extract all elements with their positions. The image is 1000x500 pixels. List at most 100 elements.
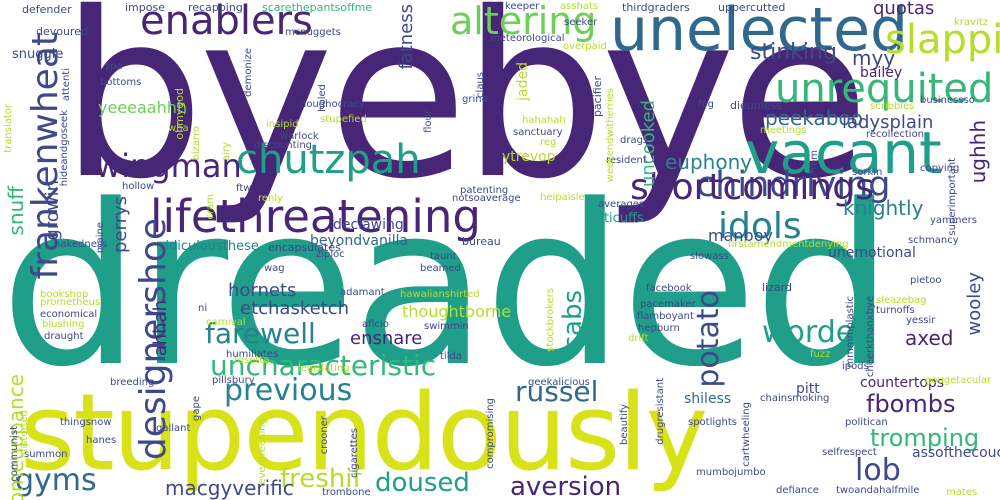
word-tilda: tilda	[440, 351, 462, 362]
word-meetings: meetings	[760, 125, 807, 136]
word-breeding: breeding	[110, 377, 155, 388]
word-crooner: crooner	[319, 416, 330, 455]
word-spotlights: spotlights	[688, 417, 737, 428]
word-ridiculousthese: snuff	[4, 186, 28, 236]
word-chindriving: chutzpah	[236, 137, 421, 183]
word-bureau: perrys	[110, 196, 131, 254]
word-defiance: defiance	[776, 485, 819, 496]
word-uppercutted: uppercutted	[718, 1, 786, 14]
word-wag: wag	[264, 263, 285, 274]
word-cigarettes: cigarettes	[349, 428, 360, 478]
word-gape: gape	[191, 396, 202, 421]
word-meteorological: meteorological	[490, 33, 565, 44]
word-taunt: taunt	[430, 251, 457, 262]
word-growin: assofthecouch	[912, 445, 1000, 461]
word-hawaiianshirted: hawaiianshirted	[400, 289, 480, 300]
word-uncharacteristic: previous	[224, 373, 353, 408]
word-cabs: bailey	[860, 65, 903, 81]
word-dreaded: dreaded	[0, 158, 894, 416]
word-flour: flour	[423, 110, 434, 133]
word-sleazebag: sleazebag	[876, 295, 927, 306]
word-pacifier: pacifier	[591, 76, 604, 118]
word-assofthecouch: ughhh	[966, 120, 990, 184]
word-facebook: facebook	[646, 283, 692, 294]
word-firstamendmentdenying: firstamendmentdenying	[728, 239, 849, 250]
word-thingsnow: thingsnow	[60, 417, 112, 428]
word-airy: airy	[221, 142, 232, 161]
word-grind: grind	[462, 94, 488, 105]
word-manboy: hornets	[228, 280, 297, 301]
word-politican: politican	[845, 417, 888, 428]
word-discounting: discounting	[254, 140, 313, 151]
word-hepburn: hepburn	[638, 323, 680, 334]
word-shortcomings: myy	[852, 46, 896, 70]
word-beamed: beamed	[420, 263, 461, 274]
word-overpaid: overpaid	[563, 41, 607, 52]
word-myy: freshif	[280, 464, 362, 494]
word-yammers: yammers	[930, 215, 978, 226]
word-schmancy: schmancy	[908, 235, 959, 246]
word-mcnuggets: mcnuggets	[285, 27, 341, 38]
word-yeeeaahhh: thoughtborne	[402, 302, 512, 321]
word-designershoe: fatness	[396, 4, 417, 70]
word-asshats: asshats	[560, 1, 599, 12]
word-swimmin: swimmin	[424, 321, 469, 332]
word-humiliates: humiliates	[226, 349, 279, 360]
word-hahahah: hahahah	[522, 115, 566, 126]
word-kravitz: kravitz	[954, 17, 988, 28]
word-hideandgoseek: hideandgoseek	[59, 110, 70, 187]
word-slowass: slowass	[690, 251, 729, 262]
word-patenting: patenting	[460, 185, 509, 196]
word-yessir: yessir	[906, 315, 936, 326]
word-hornets: peekaboo	[765, 106, 863, 130]
word-countertops: wooley	[964, 272, 985, 336]
word-drugresistant: drugresistant	[655, 378, 666, 445]
word-pitt: axed	[905, 326, 954, 350]
word-stockbrokers: stockbrokers	[545, 288, 556, 352]
word-unemotional: ridiculousthese	[160, 239, 259, 254]
word-selfrespect: selfrespect	[822, 447, 877, 458]
word-adamant: adamant	[340, 287, 385, 298]
word-chainsmoking: chainsmoking	[760, 393, 830, 404]
word-fisticuffs: beyondvanilla	[310, 233, 409, 249]
word-pietoo: pietoo	[910, 275, 942, 286]
word-bookshop: bookshop	[40, 289, 89, 300]
word-fatness: shiless	[684, 391, 732, 407]
word-vacant: vacant	[745, 119, 942, 187]
word-compromising: compromising	[485, 398, 496, 469]
word-economical: economical	[40, 309, 98, 320]
word-averages: averages	[598, 199, 645, 210]
word-ipods: ipods	[842, 361, 869, 372]
word-mmmmplastic: mmmmplastic	[845, 296, 856, 368]
word-wingman: stinking	[750, 40, 837, 65]
word-slapping: unrequited	[775, 66, 994, 112]
word-enablers: enablers	[140, 0, 313, 44]
word-stinking: doused	[375, 468, 470, 498]
word-shiless: euphony	[665, 150, 753, 174]
word-lizard: lizard	[762, 281, 792, 294]
word-maine: maine	[95, 222, 106, 254]
word-fog: fog	[698, 99, 714, 110]
word-impose: impose	[125, 1, 165, 14]
word-bottoms: bottoms	[100, 77, 142, 88]
word-cartwheeling: cartwheeling	[741, 402, 752, 467]
word-tromping: fbombs	[866, 390, 956, 418]
word-declawing: encapsulates	[268, 241, 341, 254]
word-encapsulates: growin	[42, 180, 63, 241]
word-blushing: blushing	[42, 319, 85, 330]
word-wha: wha	[168, 123, 189, 134]
word-snuggle: snuggle	[12, 47, 64, 62]
word-doughocracy: doughocracy	[300, 99, 365, 110]
word-recapping: recapping	[188, 1, 243, 14]
word-russel: farewell	[205, 317, 316, 350]
word-worded: uncharacteristic	[210, 349, 437, 382]
word-macgyverific: aversion	[510, 472, 622, 500]
word-cram: cram	[205, 194, 216, 220]
word-aflcio: aflcio	[362, 319, 389, 330]
word-thoughtborne: manboy	[708, 226, 773, 245]
word-pacemaker: pacemaker	[640, 299, 696, 310]
word-sorkin: sorkin	[852, 167, 883, 178]
word-comeuppance: quotas	[873, 0, 935, 19]
word-altering: altering	[450, 0, 597, 43]
